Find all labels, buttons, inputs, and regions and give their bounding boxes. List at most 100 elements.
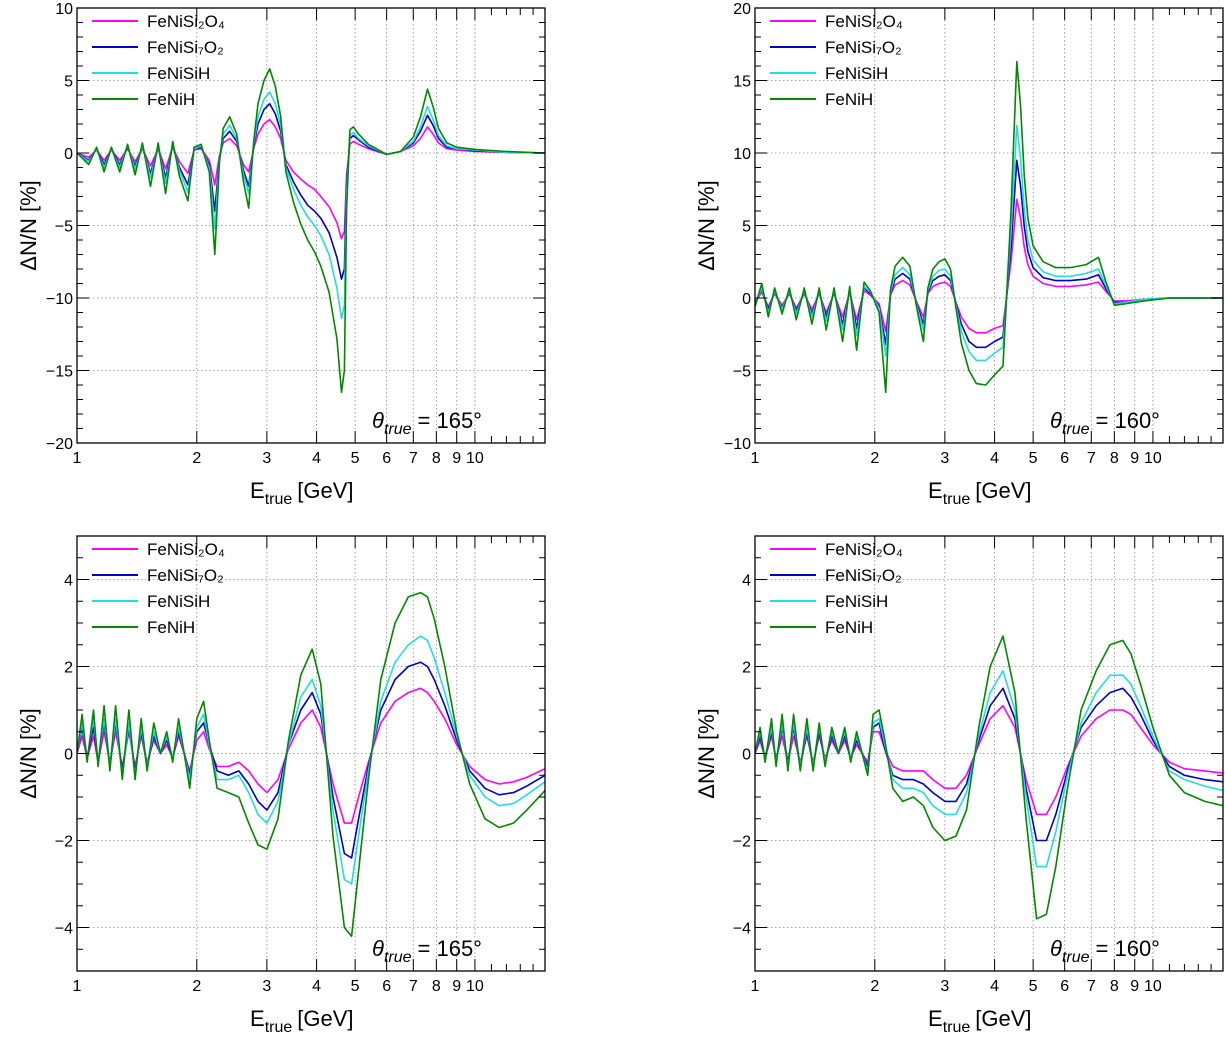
- chart-panel-bottom-right: 1 2 3 4 5 6 7 8 9 10 −4 −2 0 2 4 ΔN/N [%] Etrue [GeV] FeNi…: [678, 528, 1225, 1043]
- series-line-FeNiH: [755, 60, 1223, 394]
- legend: FeNiSi₂O₄ FeNiSi₇O₂ FeNiSiH FeNiH: [770, 540, 903, 637]
- grid: [755, 536, 1223, 971]
- y-tick-label: −10: [46, 291, 73, 308]
- x-tick-label: 7: [1087, 450, 1096, 467]
- series-group: [77, 591, 545, 937]
- y-tick-label: −2: [733, 834, 751, 851]
- theta-sub: true: [1062, 421, 1090, 438]
- theta-sub: true: [384, 421, 412, 438]
- series-line-FeNiH: [755, 635, 1223, 920]
- series-group: [755, 60, 1223, 394]
- series-line-FeNiSi2O4: [77, 118, 545, 240]
- chart-panel-top-left: 1 2 3 4 5 6 7 8 9 10 −20 −15 −10 −5 0 5 10 ΔN/N [%] Etrue[…: [0, 0, 548, 515]
- x-axis-label-unit: [GeV]: [975, 1006, 1031, 1031]
- x-tick-label: 3: [262, 978, 271, 995]
- x-axis-label-sub: true: [265, 491, 293, 508]
- theta-annotation: θtrue = 165°: [372, 936, 482, 966]
- theta-sub: true: [384, 949, 412, 966]
- x-axis-label: Etrue [GeV]: [250, 478, 354, 508]
- legend-label-FeNiH: FeNiH: [147, 90, 195, 109]
- theta-symbol: θ: [1050, 408, 1062, 433]
- x-tick-label: 10: [466, 978, 484, 995]
- x-axis-label-main: E: [928, 478, 943, 503]
- x-axis-label-main: E: [928, 1006, 943, 1031]
- y-axis-label: ΔN/N [%]: [16, 708, 41, 798]
- x-tick-label: 1: [751, 978, 760, 995]
- x-tick-label: 5: [351, 978, 360, 995]
- y-tick-label: 5: [64, 74, 73, 91]
- legend-label-FeNiSi7O2: FeNiSi₇O₂: [825, 566, 902, 585]
- y-tick-label: −2: [55, 834, 73, 851]
- legend-label-FeNiSi7O2: FeNiSi₇O₂: [825, 38, 902, 57]
- legend-label-FeNiSiH: FeNiSiH: [147, 64, 210, 83]
- y-tick-label: −4: [733, 921, 751, 938]
- theta-symbol: θ: [372, 408, 384, 433]
- x-tick-label: 8: [1110, 978, 1119, 995]
- x-tick-label: 6: [1060, 450, 1069, 467]
- theta-value: = 160°: [1096, 936, 1160, 961]
- theta-symbol: θ: [372, 936, 384, 961]
- x-tick-label: 2: [192, 450, 201, 467]
- x-tick-label: 4: [312, 450, 321, 467]
- theta-annotation: θtrue = 160°: [1050, 408, 1160, 438]
- x-tick-label: 6: [1060, 978, 1069, 995]
- x-tick-label: 7: [409, 978, 418, 995]
- x-axis-label-sub: true: [943, 1019, 971, 1036]
- y-tick-label: 0: [742, 747, 751, 764]
- x-tick-label: 7: [409, 450, 418, 467]
- theta-sub: true: [1062, 949, 1090, 966]
- y-tick-label: 4: [742, 573, 751, 590]
- y-axis-label: ΔN/N [%]: [694, 180, 719, 270]
- y-tick-label: 10: [55, 1, 73, 18]
- x-tick-label: 8: [1110, 450, 1119, 467]
- legend: FeNiSi₂O₄ FeNiSi₇O₂ FeNiSiH FeNiH: [92, 12, 225, 109]
- legend-label-FeNiSi7O2: FeNiSi₇O₂: [147, 38, 224, 57]
- series-line-FeNiH: [77, 68, 545, 394]
- x-tick-label: 8: [432, 450, 441, 467]
- x-axis-label-unit: [GeV]: [297, 478, 353, 503]
- x-tick-label: 1: [73, 450, 82, 467]
- y-tick-label: 2: [64, 660, 73, 677]
- x-axis-label: Etrue [GeV]: [928, 1006, 1032, 1036]
- theta-annotation: θtrue = 160°: [1050, 936, 1160, 966]
- chart-panel-bottom-left: 1 2 3 4 5 6 7 8 9 10 −4 −2 0 2 4 ΔN/N [%] Etrue [GeV] FeNi…: [0, 528, 548, 1043]
- x-tick-label: 3: [262, 450, 271, 467]
- x-tick-label: 9: [452, 978, 461, 995]
- x-tick-label: 1: [73, 978, 82, 995]
- legend-label-FeNiH: FeNiH: [147, 618, 195, 637]
- y-tick-label: 4: [64, 573, 73, 590]
- x-axis-label-unit: [GeV]: [297, 1006, 353, 1031]
- theta-annotation: θtrue = 165°: [372, 408, 482, 438]
- x-tick-label: 2: [870, 978, 879, 995]
- y-tick-label: −15: [46, 364, 73, 381]
- legend-label-FeNiSi7O2: FeNiSi₇O₂: [147, 566, 224, 585]
- y-tick-label: 10: [733, 146, 751, 163]
- legend-label-FeNiSiH: FeNiSiH: [147, 592, 210, 611]
- x-tick-label: 10: [466, 450, 484, 467]
- series-line-FeNiH: [77, 591, 545, 937]
- series-group: [77, 68, 545, 394]
- legend-label-FeNiSi2O4: FeNiSi₂O₄: [147, 12, 225, 31]
- x-tick-label: 6: [382, 978, 391, 995]
- y-tick-label: −5: [733, 364, 751, 381]
- y-tick-label: 2: [742, 660, 751, 677]
- x-axis-label: Etrue [GeV]: [250, 1006, 354, 1036]
- y-tick-label: 5: [742, 219, 751, 236]
- x-tick-label: 5: [1029, 450, 1038, 467]
- legend-label-FeNiH: FeNiH: [825, 90, 873, 109]
- x-tick-label: 4: [312, 978, 321, 995]
- legend-label-FeNiSi2O4: FeNiSi₂O₄: [825, 540, 903, 559]
- legend-label-FeNiSi2O4: FeNiSi₂O₄: [147, 540, 225, 559]
- legend-label-FeNiSiH: FeNiSiH: [825, 592, 888, 611]
- legend: FeNiSi₂O₄ FeNiSi₇O₂ FeNiSiH FeNiH: [770, 12, 903, 109]
- theta-value: = 165°: [418, 408, 482, 433]
- x-tick-label: 10: [1144, 978, 1162, 995]
- x-tick-label: 7: [1087, 978, 1096, 995]
- y-tick-label: −20: [46, 436, 73, 453]
- y-tick-label: 15: [733, 74, 751, 91]
- x-tick-label: 5: [351, 450, 360, 467]
